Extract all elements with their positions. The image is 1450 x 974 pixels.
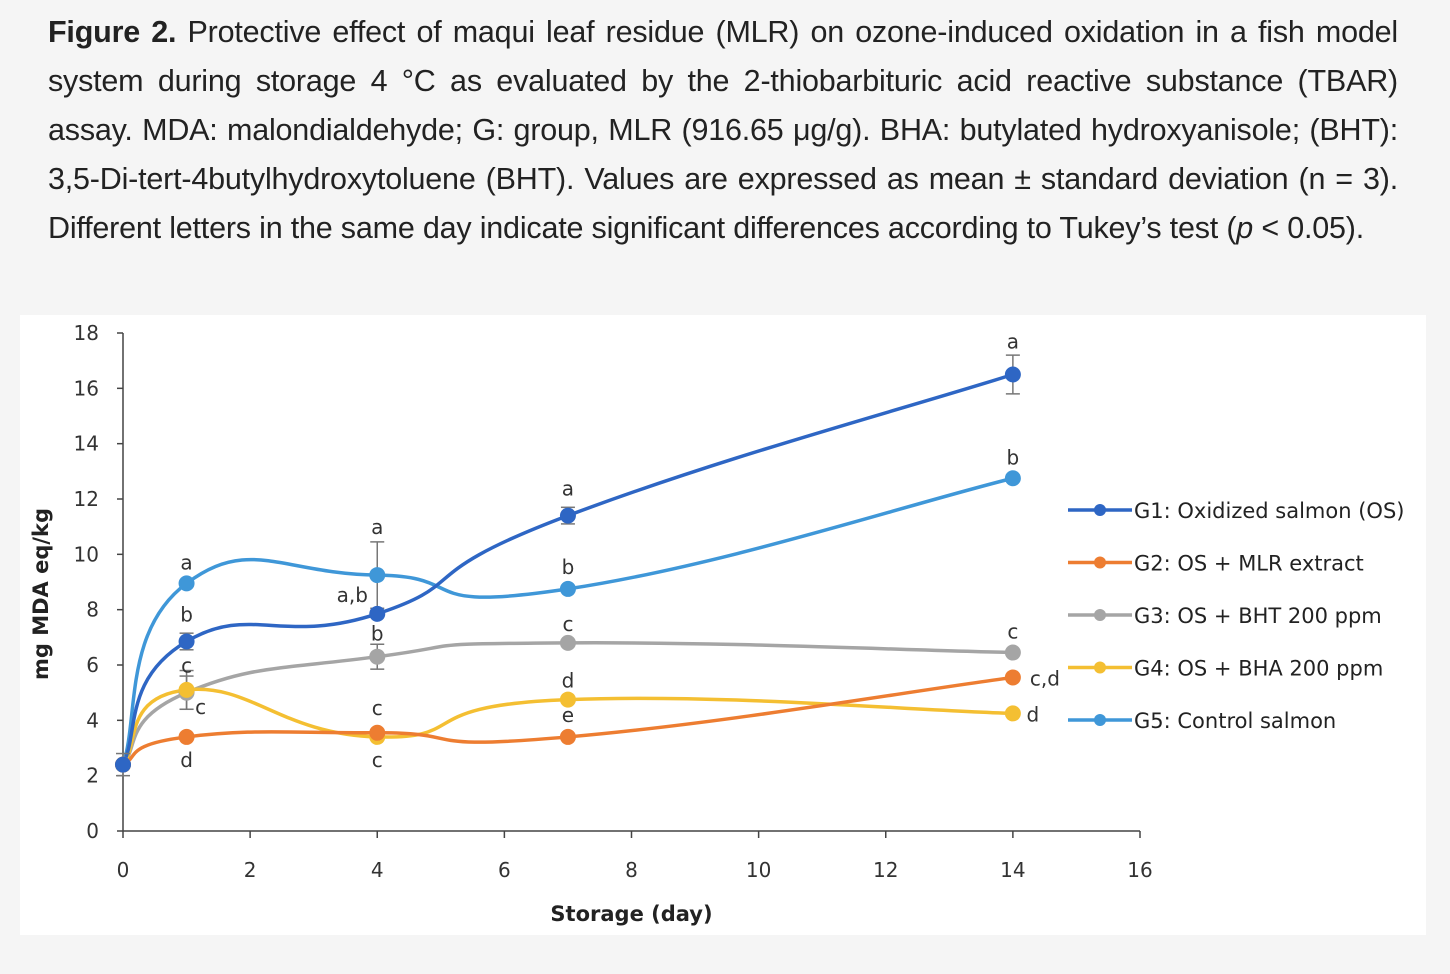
- legend: G1: Oxidized salmon (OS) G2: OS + MLR ext…: [1068, 499, 1404, 733]
- y-tick-label: 8: [86, 598, 99, 622]
- legend-item-g4: G4: OS + BHA 200 ppm: [1068, 657, 1383, 681]
- y-axis-title: mg MDA eq/kg: [29, 508, 53, 680]
- chart-panel: 0 2 4 6 8 10 12 14 16 0 2 4 6 8 10 12 14 16 18 b a,b a a d c e c,…: [20, 315, 1426, 935]
- significance-letter: d: [180, 748, 193, 772]
- data-point-g2: [369, 724, 386, 741]
- data-point-g5: [1004, 470, 1021, 487]
- significance-letter: c: [372, 748, 383, 772]
- x-tick-label: 4: [371, 858, 384, 882]
- data-point-g2: [559, 728, 576, 745]
- x-tick-label: 2: [244, 858, 257, 882]
- data-point-g5: [369, 567, 386, 584]
- legend-marker: [1094, 504, 1106, 516]
- y-tick-label: 0: [86, 819, 99, 843]
- legend-item-g3: G3: OS + BHT 200 ppm: [1068, 604, 1382, 628]
- significance-letter: b: [180, 602, 193, 626]
- data-point-g1: [559, 507, 576, 524]
- data-point-g4: [178, 681, 195, 698]
- legend-marker: [1094, 714, 1106, 726]
- y-tick-label: 10: [74, 542, 99, 566]
- legend-item-g5: G5: Control salmon: [1068, 709, 1336, 733]
- significance-letter: b: [1007, 445, 1020, 469]
- data-point-g5: [178, 575, 195, 592]
- p-symbol: p: [1236, 211, 1254, 245]
- series-line-g5: [121, 476, 1014, 766]
- significance-letter: a: [180, 550, 192, 574]
- data-point-g3: [1004, 644, 1021, 661]
- legend-item-g2: G2: OS + MLR extract: [1068, 552, 1364, 576]
- y-tick-label: 12: [74, 487, 99, 511]
- significance-letter: d: [1027, 702, 1040, 726]
- y-tick-label: 16: [74, 376, 99, 400]
- significance-letter: a: [371, 515, 383, 539]
- figure-label: Figure 2.: [48, 15, 177, 49]
- significance-letter: c: [562, 612, 573, 636]
- x-tick-label: 8: [625, 858, 638, 882]
- x-tick-label: 16: [1127, 858, 1152, 882]
- significance-letter: e: [562, 703, 574, 727]
- data-point-g5: [559, 580, 576, 597]
- caption-text-1: Protective effect of maqui leaf residue …: [48, 15, 1399, 245]
- x-tick-label: 10: [746, 858, 771, 882]
- y-tick-label: 2: [86, 764, 99, 788]
- legend-label: G2: OS + MLR extract: [1134, 552, 1364, 576]
- x-tick-label: 12: [873, 858, 898, 882]
- legend-label: G4: OS + BHA 200 ppm: [1134, 657, 1383, 681]
- y-tick-label: 14: [74, 432, 99, 456]
- series-line-g3: [121, 641, 1013, 766]
- markers: [115, 366, 1021, 773]
- data-point-g1: [1004, 366, 1021, 383]
- legend-marker: [1094, 609, 1106, 621]
- data-point-g2: [178, 728, 195, 745]
- x-tick-label: 14: [1000, 858, 1025, 882]
- caption-text-2: < 0.05).: [1253, 211, 1364, 245]
- data-point-g2: [1004, 669, 1021, 686]
- y-tick-label: 6: [86, 653, 99, 677]
- data-point-g1: [178, 633, 195, 650]
- significance-letter: b: [562, 555, 575, 579]
- y-tick-label: 18: [74, 321, 99, 345]
- significance-letter: a: [562, 477, 574, 501]
- legend-label: G3: OS + BHT 200 ppm: [1134, 604, 1382, 628]
- x-axis-title: Storage (day): [550, 902, 712, 926]
- significance-letter: d: [562, 669, 575, 693]
- data-point-g3: [559, 634, 576, 651]
- series-line-g1: [121, 372, 1014, 766]
- figure-caption: Figure 2. Protective effect of maqui lea…: [48, 8, 1398, 253]
- legend-label: G5: Control salmon: [1134, 709, 1336, 733]
- significance-letter: c: [372, 696, 383, 720]
- x-tick-label: 6: [498, 858, 511, 882]
- significance-letter: a: [1007, 330, 1019, 354]
- data-point-g1: [369, 605, 386, 622]
- x-tick-label: 0: [117, 858, 130, 882]
- significance-letter: b: [371, 622, 384, 646]
- legend-marker: [1094, 661, 1106, 674]
- legend-item-g1: G1: Oxidized salmon (OS): [1068, 499, 1404, 523]
- significance-letter: c: [1007, 620, 1018, 644]
- legend-marker: [1094, 556, 1106, 569]
- data-point-g4: [559, 691, 576, 708]
- legend-label: G1: Oxidized salmon (OS): [1134, 499, 1404, 523]
- data-point-g4: [1004, 705, 1021, 722]
- significance-letter: c: [195, 695, 206, 719]
- axes: 0 2 4 6 8 10 12 14 16 0 2 4 6 8 10 12 14 16 18: [74, 321, 1153, 882]
- y-tick-label: 4: [86, 708, 99, 732]
- significance-letter: c: [181, 654, 192, 678]
- significance-letter: a,b: [337, 583, 368, 607]
- significance-letter: c,d: [1030, 666, 1060, 690]
- data-point-g1: [115, 756, 131, 773]
- data-point-g3: [369, 648, 386, 665]
